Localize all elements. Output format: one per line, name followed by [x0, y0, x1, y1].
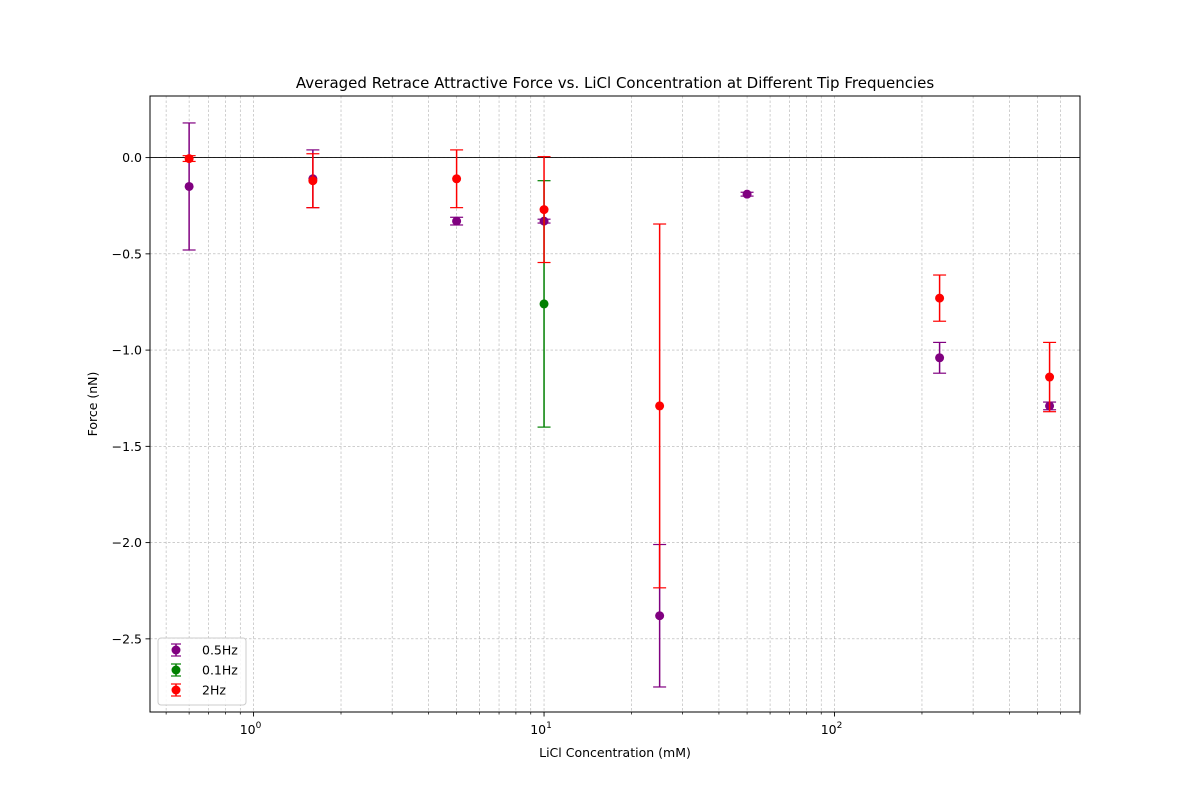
y-tick-label: −1.0	[112, 343, 142, 358]
y-tick-label: −2.5	[112, 631, 142, 646]
data-point	[452, 174, 462, 184]
y-tick-label: −2.0	[112, 535, 142, 550]
legend-item: 0.5Hz	[171, 643, 238, 658]
legend-marker	[171, 665, 181, 675]
data-point	[308, 176, 318, 186]
legend-marker	[171, 685, 181, 695]
y-axis-label: Force (nN)	[85, 372, 100, 437]
series-2hz	[182, 149, 1057, 589]
y-tick-label: −0.5	[112, 246, 142, 261]
x-tick-label-exponent: 1	[546, 721, 552, 731]
legend-label: 2Hz	[202, 683, 226, 698]
data-point	[539, 205, 549, 215]
data-point	[655, 611, 665, 621]
data-point	[655, 401, 665, 411]
chart-title: Averaged Retrace Attractive Force vs. Li…	[296, 74, 935, 92]
x-tick-label-exponent: 2	[837, 721, 843, 731]
data-point	[935, 293, 945, 303]
data-point	[184, 154, 194, 164]
data-point	[935, 353, 945, 363]
grid	[150, 96, 1081, 712]
data-point	[452, 216, 462, 226]
data-point	[1045, 372, 1055, 382]
data-layer	[182, 122, 1057, 688]
x-axis-label: LiCl Concentration (mM)	[539, 745, 691, 760]
x-tick-label-exponent: 0	[256, 721, 262, 731]
legend-label: 0.1Hz	[202, 663, 238, 678]
legend-item: 2Hz	[171, 683, 226, 698]
data-point	[539, 299, 549, 309]
legend-label: 0.5Hz	[202, 643, 238, 658]
plot-frame	[149, 95, 1081, 713]
data-point	[742, 189, 752, 199]
data-point	[184, 181, 194, 191]
legend: 0.5Hz 0.1Hz 2Hz	[157, 637, 247, 706]
legend-marker	[171, 645, 181, 655]
y-tick-label: −1.5	[112, 439, 142, 454]
legend-item: 0.1Hz	[171, 663, 238, 678]
y-tick-label: 0.0	[122, 150, 142, 165]
